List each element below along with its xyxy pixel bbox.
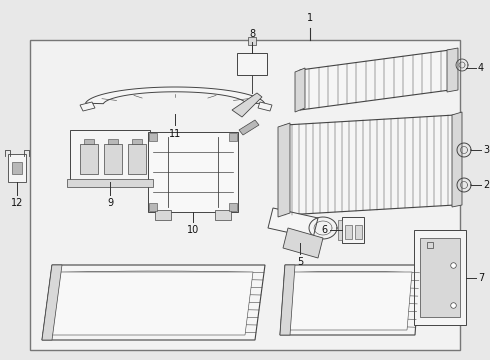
Polygon shape (108, 139, 118, 144)
Polygon shape (414, 230, 466, 325)
Text: 1: 1 (307, 13, 313, 23)
Polygon shape (295, 68, 305, 112)
Polygon shape (52, 272, 253, 335)
Polygon shape (42, 265, 62, 340)
Polygon shape (229, 203, 237, 211)
Polygon shape (338, 220, 342, 240)
Polygon shape (300, 50, 450, 110)
Polygon shape (239, 120, 259, 135)
Polygon shape (280, 265, 295, 335)
Bar (30, 40, 460, 350)
Polygon shape (280, 265, 420, 335)
Polygon shape (452, 112, 462, 207)
Polygon shape (85, 87, 265, 104)
Polygon shape (258, 102, 272, 111)
Polygon shape (283, 228, 323, 258)
Text: 10: 10 (187, 225, 199, 235)
Polygon shape (215, 210, 231, 220)
Polygon shape (80, 144, 98, 174)
Polygon shape (84, 139, 94, 144)
Polygon shape (345, 225, 352, 239)
Polygon shape (128, 144, 146, 174)
Polygon shape (342, 217, 364, 243)
Text: 8: 8 (249, 29, 255, 39)
Polygon shape (42, 265, 265, 340)
Polygon shape (104, 144, 122, 174)
Polygon shape (285, 115, 455, 215)
Text: 5: 5 (297, 257, 303, 267)
Polygon shape (248, 37, 256, 45)
Polygon shape (237, 53, 267, 75)
Polygon shape (447, 48, 458, 92)
Polygon shape (278, 123, 290, 217)
Polygon shape (149, 133, 157, 141)
Polygon shape (67, 179, 153, 187)
Text: 6: 6 (321, 225, 327, 235)
Polygon shape (149, 203, 157, 211)
Polygon shape (8, 154, 26, 182)
Polygon shape (232, 93, 262, 117)
Polygon shape (80, 102, 95, 111)
Polygon shape (132, 139, 142, 144)
Text: 9: 9 (107, 198, 113, 208)
Text: 2: 2 (483, 180, 489, 190)
Polygon shape (229, 133, 237, 141)
Text: 12: 12 (11, 198, 23, 208)
Polygon shape (155, 210, 171, 220)
Polygon shape (420, 238, 460, 317)
Polygon shape (148, 132, 238, 212)
Text: 7: 7 (478, 273, 484, 283)
Polygon shape (70, 130, 150, 182)
Text: 11: 11 (169, 129, 181, 139)
Text: 3: 3 (483, 145, 489, 155)
Polygon shape (12, 162, 22, 174)
Polygon shape (355, 225, 362, 239)
Text: 4: 4 (478, 63, 484, 73)
Polygon shape (268, 208, 318, 238)
Polygon shape (288, 272, 412, 330)
